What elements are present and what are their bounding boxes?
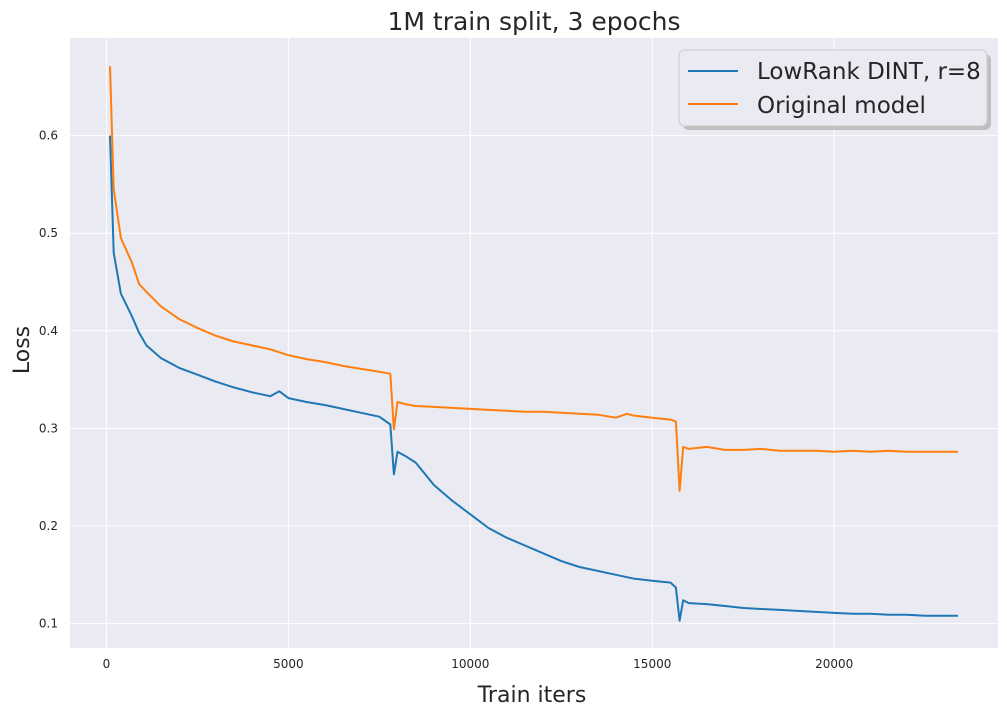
series-layer <box>109 66 958 622</box>
legend-box <box>678 49 988 127</box>
x-tick-label: 10000 <box>451 657 489 671</box>
legend-label-lowrank: LowRank DINT, r=8 <box>757 59 981 85</box>
y-tick-label: 0.5 <box>39 226 58 240</box>
x-tick-label: 20000 <box>815 657 853 671</box>
grid-lines <box>70 38 998 648</box>
y-tick-label: 0.6 <box>39 129 58 143</box>
chart-title: 1M train split, 3 epochs <box>387 7 680 36</box>
x-tick-label: 15000 <box>633 657 671 671</box>
y-tick-label: 0.1 <box>39 617 58 631</box>
y-axis-ticks: 0.1 0.2 0.3 0.4 0.5 0.6 <box>39 129 58 631</box>
y-tick-label: 0.3 <box>39 421 58 435</box>
plot-area <box>70 38 998 648</box>
series-line-lowrank <box>109 135 958 622</box>
y-tick-label: 0.2 <box>39 519 58 533</box>
legend-label-original: Original model <box>757 93 926 119</box>
series-line-original <box>109 66 958 492</box>
x-tick-label: 0 <box>103 657 111 671</box>
y-axis-label: Loss <box>10 326 35 374</box>
x-axis-ticks: 0 5000 10000 15000 20000 <box>103 657 854 671</box>
legend: LowRank DINT, r=8 Original model <box>678 49 991 130</box>
x-tick-label: 5000 <box>273 657 304 671</box>
x-axis-label: Train iters <box>477 683 587 708</box>
y-tick-label: 0.4 <box>39 324 58 338</box>
